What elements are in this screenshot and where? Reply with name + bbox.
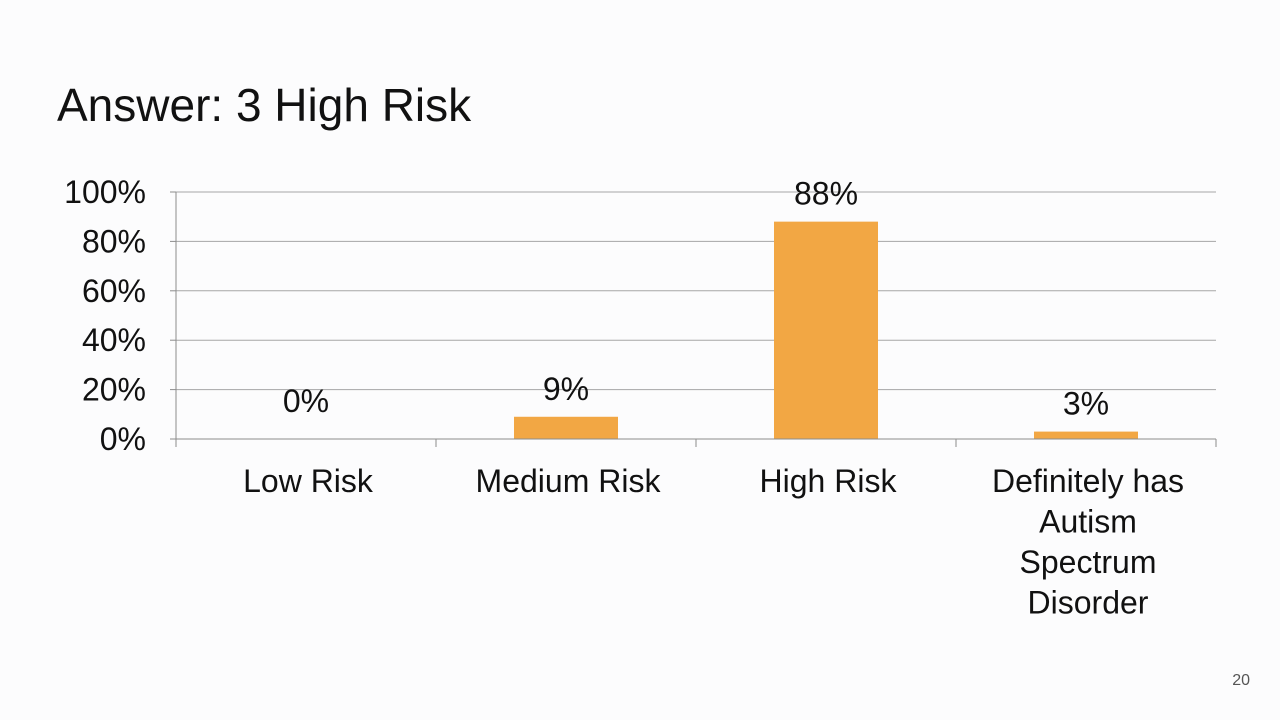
category-label: Medium Risk xyxy=(476,463,662,499)
bar xyxy=(514,416,618,439)
y-tick-label: 20% xyxy=(82,372,146,408)
gridlines xyxy=(176,191,1216,391)
data-label: 3% xyxy=(1063,386,1109,422)
data-label: 9% xyxy=(543,371,589,407)
bar xyxy=(1034,431,1138,439)
y-tick-label: 40% xyxy=(82,322,146,358)
y-tick-label: 80% xyxy=(82,223,146,259)
y-tick-label: 100% xyxy=(64,174,146,210)
category-label: Spectrum xyxy=(1020,544,1157,580)
category-label: Disorder xyxy=(1028,585,1149,621)
labels: 0% 20% 40% 60% 80% 100% 0% Low Risk 9% Medium Ris… xyxy=(64,174,1184,621)
category-label: Low Risk xyxy=(243,463,374,499)
data-label: 88% xyxy=(794,176,858,212)
category-label: Definitely has xyxy=(992,463,1184,499)
axes xyxy=(170,191,1217,447)
category-label: High Risk xyxy=(760,463,898,499)
category-label: Autism xyxy=(1039,504,1137,540)
slide-title: Answer: 3 High Risk xyxy=(57,79,472,131)
bars xyxy=(514,221,1138,439)
y-tick-label: 60% xyxy=(82,273,146,309)
data-label: 0% xyxy=(283,383,329,419)
slide-number: 20 xyxy=(1232,672,1250,689)
y-tick-label: 0% xyxy=(100,421,146,457)
bar xyxy=(774,221,878,439)
